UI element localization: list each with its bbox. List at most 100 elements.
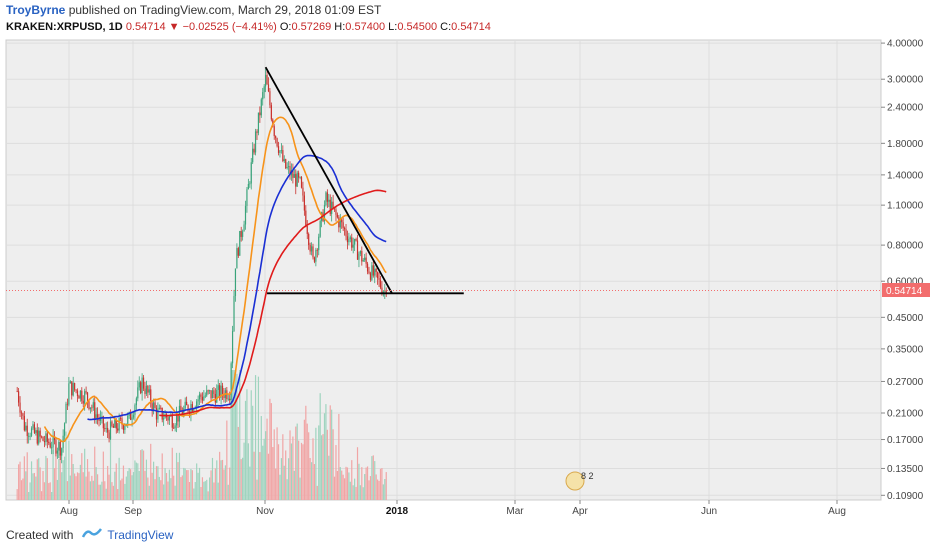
volume-bar bbox=[361, 467, 363, 500]
volume-bar bbox=[88, 471, 90, 500]
candle-body bbox=[26, 425, 28, 437]
volume-bar bbox=[220, 460, 222, 500]
change-value: −0.02525 (−4.41%) bbox=[182, 21, 277, 33]
volume-bar bbox=[331, 409, 333, 500]
candle-body bbox=[279, 150, 281, 153]
volume-bar bbox=[243, 442, 245, 500]
candle-body bbox=[122, 424, 125, 430]
candle-body bbox=[89, 407, 92, 409]
volume-bar bbox=[237, 426, 239, 500]
candle-body bbox=[145, 385, 148, 394]
candle-body bbox=[82, 400, 84, 404]
candle-body bbox=[167, 417, 169, 421]
volume-bar bbox=[137, 463, 139, 500]
x-tick-label: Sep bbox=[124, 506, 142, 517]
candle-body bbox=[275, 136, 277, 139]
candle-body bbox=[25, 425, 27, 431]
volume-bar bbox=[229, 467, 231, 500]
volume-bar bbox=[290, 443, 293, 500]
candle-body bbox=[65, 403, 67, 424]
candle-body bbox=[144, 388, 146, 394]
candle-body bbox=[298, 172, 300, 178]
candle-body bbox=[131, 417, 133, 420]
volume-bar bbox=[316, 485, 318, 500]
author-link[interactable]: TroyByrne bbox=[6, 3, 66, 17]
volume-bar bbox=[160, 480, 162, 500]
volume-bar bbox=[158, 476, 160, 500]
x-tick-label: Mar bbox=[506, 506, 524, 517]
candle-body bbox=[372, 265, 374, 276]
volume-bar bbox=[249, 466, 251, 500]
candle-body bbox=[75, 389, 77, 391]
volume-bar bbox=[168, 469, 170, 500]
candle-body bbox=[163, 418, 165, 420]
grid bbox=[6, 40, 881, 500]
candle-body bbox=[283, 159, 285, 162]
volume-bar bbox=[177, 462, 179, 500]
candle-body bbox=[333, 208, 336, 210]
low-label: L: bbox=[388, 21, 398, 33]
volume-bar bbox=[74, 473, 76, 500]
volume-bar bbox=[348, 472, 350, 500]
candle-body bbox=[178, 405, 181, 422]
candle-body bbox=[331, 201, 333, 214]
candle-body bbox=[270, 105, 272, 120]
volume-bar bbox=[203, 481, 205, 500]
volume-bar bbox=[368, 480, 370, 500]
volume-bar bbox=[263, 438, 265, 500]
volume-bar bbox=[227, 484, 229, 500]
volume-bar bbox=[213, 482, 215, 500]
candle-body bbox=[109, 421, 112, 439]
volume-bar bbox=[101, 481, 103, 500]
volume-bar bbox=[219, 451, 221, 500]
candle-body bbox=[221, 385, 224, 394]
candle-body bbox=[209, 390, 211, 392]
volume-bar bbox=[99, 484, 102, 500]
volume-bar bbox=[114, 471, 116, 500]
event-badge[interactable]: 8 2 bbox=[565, 471, 594, 491]
publish-info: TroyByrne published on TradingView.com, … bbox=[6, 3, 381, 17]
candle-body bbox=[260, 99, 262, 116]
candle-body bbox=[256, 131, 258, 133]
candle-body bbox=[36, 430, 38, 444]
volume-bar bbox=[233, 370, 235, 500]
volume-bar bbox=[236, 373, 238, 500]
candle-body bbox=[160, 407, 162, 409]
volume-bar bbox=[322, 434, 324, 500]
candle-body bbox=[150, 389, 152, 404]
candle-body bbox=[81, 390, 83, 401]
volume-bar bbox=[130, 469, 132, 500]
volume-bar bbox=[279, 474, 281, 500]
candle-body bbox=[343, 227, 346, 230]
candle-body bbox=[151, 403, 153, 411]
candle-body bbox=[356, 240, 359, 260]
volume-bar bbox=[260, 416, 262, 500]
volume-bar bbox=[111, 482, 113, 500]
volume-bar bbox=[289, 430, 291, 500]
candle-body bbox=[79, 390, 81, 399]
volume-bar bbox=[369, 476, 372, 500]
candle-body bbox=[118, 417, 120, 431]
tradingview-link[interactable]: TradingView bbox=[107, 527, 174, 542]
volume-bar bbox=[115, 463, 117, 500]
volume-bar bbox=[276, 427, 278, 500]
candle-body bbox=[200, 394, 202, 397]
volume-bar bbox=[226, 420, 228, 500]
candle-body bbox=[313, 257, 316, 262]
volume-bar bbox=[127, 471, 129, 500]
candle-body bbox=[364, 257, 366, 261]
volume-bar bbox=[266, 418, 268, 500]
y-tick-label: 0.60000 bbox=[887, 277, 924, 288]
volume-bar bbox=[109, 436, 112, 500]
volume-bar bbox=[283, 465, 285, 500]
candle-body bbox=[115, 419, 117, 429]
candle-body bbox=[19, 402, 21, 413]
candle-body bbox=[161, 407, 163, 420]
volume-bar bbox=[329, 405, 331, 500]
candle-body bbox=[354, 238, 356, 245]
candle-body bbox=[309, 245, 311, 252]
candle-body bbox=[379, 279, 382, 288]
candle-body bbox=[296, 172, 298, 187]
volume-bar bbox=[309, 457, 311, 500]
